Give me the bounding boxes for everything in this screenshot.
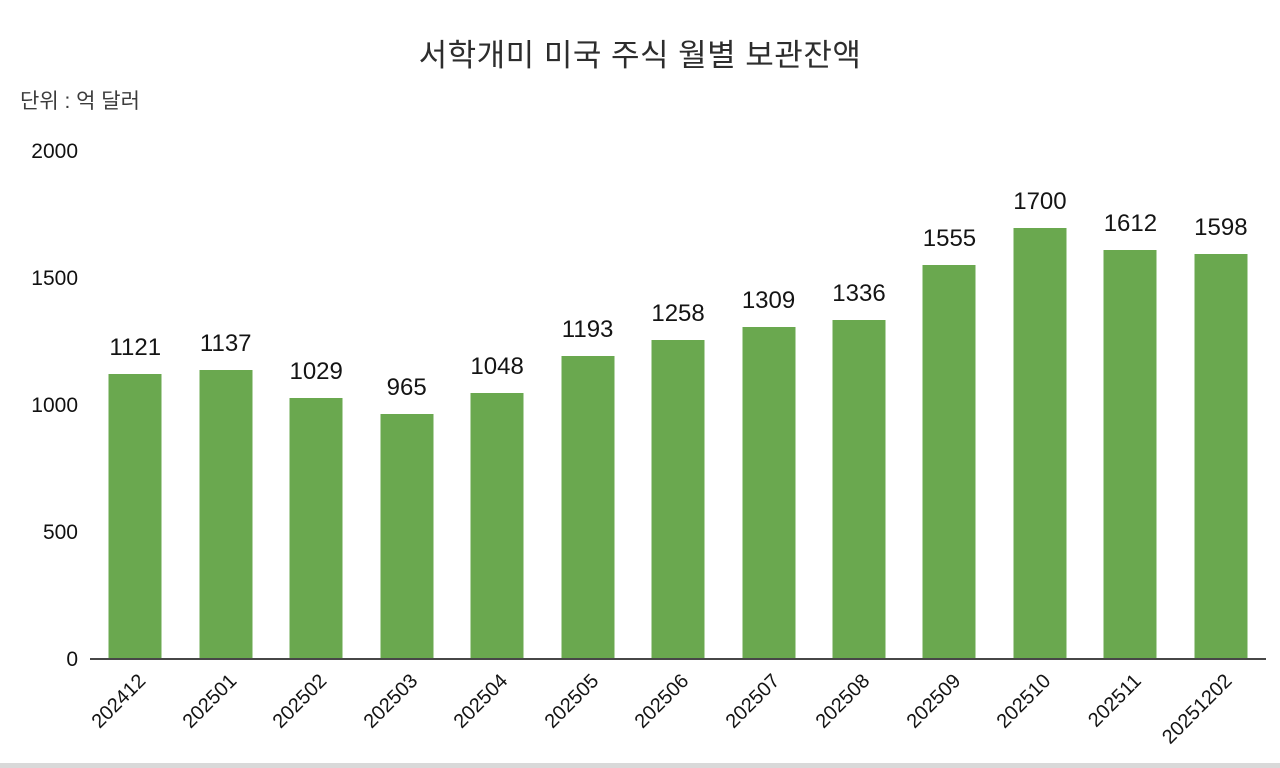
bar-slot: 1121 202412	[88, 152, 180, 733]
chart-title: 서학개미 미국 주식 월별 보관잔액	[418, 38, 862, 73]
bar-chart: 0 500 1000 1500 2000 1121 202412 1137 202501 102…	[16, 140, 1266, 749]
bar-value-label: 1612	[1103, 210, 1158, 238]
bar-value-label: 965	[386, 373, 427, 401]
bar	[470, 392, 524, 658]
bar-value-label: 1555	[922, 224, 977, 252]
x-tick-label: 202504	[449, 670, 513, 733]
bar-value-label: 1048	[470, 352, 524, 380]
bar	[1103, 250, 1157, 658]
bar	[651, 339, 705, 658]
bar-slot: 1555 202509	[902, 152, 994, 733]
bar	[380, 413, 434, 658]
unit-label: 단위 : 억 달러	[20, 90, 140, 113]
x-tick-label: 202509	[902, 670, 966, 733]
bar-slot: 1137 202501	[179, 152, 270, 733]
bar-value-label: 1029	[289, 357, 343, 385]
y-tick-label: 1000	[31, 394, 78, 417]
bar-slot: 1336 202508	[812, 152, 904, 733]
bar-slot: 1309 202507	[721, 152, 813, 733]
bar-value-label: 1598	[1194, 213, 1248, 241]
bar-slot: 1029 202502	[269, 152, 361, 733]
x-tick-label: 202501	[178, 670, 242, 733]
bar	[108, 374, 162, 658]
x-tick-label: 202506	[630, 670, 694, 733]
bar-slot: 1612 202511	[1084, 152, 1175, 732]
x-tick-label: 202503	[359, 670, 423, 733]
y-tick-label: 1500	[31, 267, 78, 290]
x-tick-label: 202507	[721, 670, 785, 733]
bar	[832, 320, 886, 658]
bar-value-label: 1193	[561, 316, 614, 344]
bar-value-label: 1258	[651, 299, 705, 327]
bar-slot: 1193 202505	[540, 152, 632, 733]
x-tick-label: 202502	[268, 670, 332, 733]
y-tick-label: 500	[42, 521, 78, 544]
x-tick-label: 202510	[992, 670, 1056, 733]
bar-slot: 1048 202504	[450, 152, 542, 733]
y-tick-label: 0	[66, 648, 78, 671]
bar-value-label: 1336	[832, 280, 886, 307]
bar-slot: 1700 202510	[993, 152, 1085, 733]
y-tick-label: 2000	[31, 140, 78, 163]
bar-slot: 965 202503	[359, 152, 451, 733]
bar-slot: 1598 20251202	[1158, 152, 1266, 749]
bar-slot: 1258 202506	[631, 152, 723, 733]
bar-value-label: 1700	[1013, 187, 1067, 215]
plot-area: 1121 202412 1137 202501 1029 202502 965 202503 1…	[88, 152, 1266, 749]
x-tick-label: 20251202	[1157, 670, 1237, 749]
x-tick-label: 202508	[811, 670, 875, 733]
bar	[289, 397, 343, 658]
bottom-scroll-strip	[0, 763, 1280, 768]
bar	[561, 356, 615, 658]
x-tick-label: 202505	[540, 670, 604, 733]
bar	[199, 370, 253, 658]
bar-value-label: 1121	[109, 334, 162, 362]
bar	[1013, 227, 1067, 658]
y-axis: 0 500 1000 1500 2000	[16, 140, 90, 671]
bar	[742, 326, 796, 658]
bar	[922, 264, 976, 658]
bar-value-label: 1309	[741, 286, 796, 314]
x-tick-label: 202412	[88, 670, 151, 733]
bar	[1194, 253, 1248, 658]
x-tick-label: 202511	[1084, 670, 1146, 732]
bar-value-label: 1137	[199, 330, 252, 358]
